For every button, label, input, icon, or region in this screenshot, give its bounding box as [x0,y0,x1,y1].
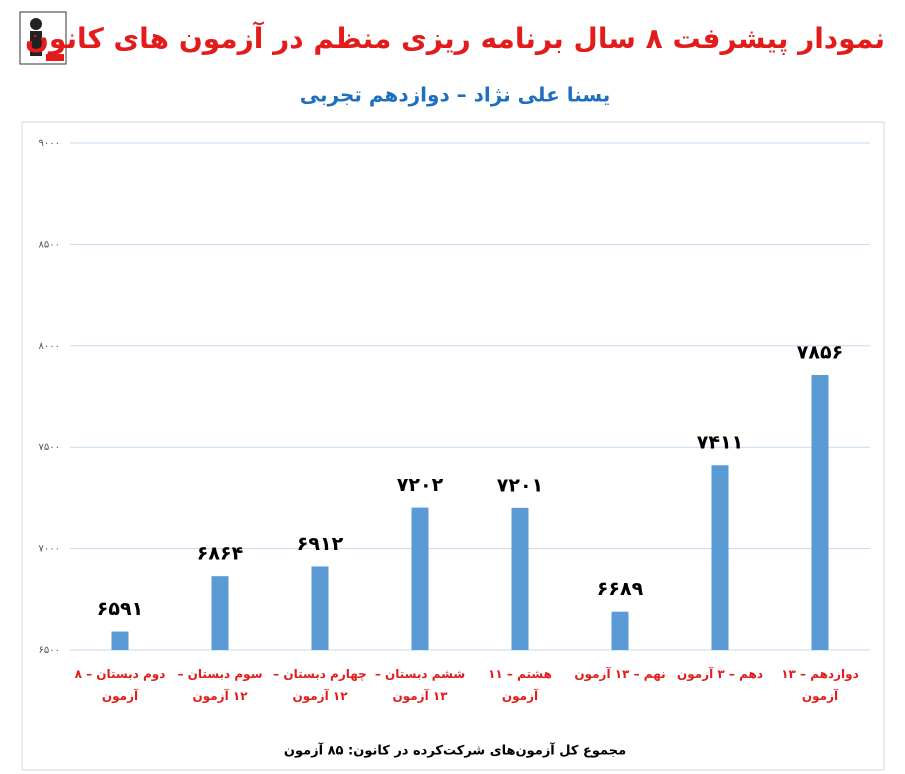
data-label: ۶۸۶۴ [197,543,243,565]
chart-title: نمودار پیشرفت ۸ سال برنامه ریزی منظم در … [25,21,885,55]
bar [711,465,729,650]
data-label: ۷۸۵۶ [797,342,843,364]
x-tick-label: نهم – ۱۳ آزمون [574,667,666,681]
bar [411,507,429,650]
data-label: ۶۵۹۱ [97,598,143,620]
y-tick-label: ۶۵۰۰ [39,645,60,656]
y-tick-label: ۷۵۰۰ [39,442,60,453]
x-tick-label: هشتم – ۱۱ آزمون [488,667,552,703]
logo [19,11,67,65]
note: مجموع کل آزمون‌های شرکت‌کرده در کانون: ۸… [284,742,626,759]
bar [311,566,329,650]
x-tick-label: دهم – ۳ آزمون [677,667,763,681]
bar [611,611,629,650]
data-label: ۷۲۰۱ [497,474,543,496]
x-tick-label: دوازدهم – ۱۳ آزمون [781,667,859,703]
bar [211,576,229,650]
y-tick-label: ۷۰۰۰ [39,544,60,555]
bar [811,375,829,650]
x-tick-label: چهارم دبستان – ۱۲ آزمون [273,667,367,703]
y-tick-label: ۸۵۰۰ [39,239,60,250]
chart-subtitle: یسنا علی نژاد – دوازدهم تجربی [300,83,610,107]
x-tick-label: سوم دبستان – ۱۲ آزمون [177,667,263,703]
y-tick-label: ۹۰۰۰ [39,138,60,149]
data-label: ۶۶۸۹ [597,578,644,600]
bar [511,507,529,650]
y-tick-label: ۸۰۰۰ [39,341,60,352]
chart-frame [21,121,885,771]
data-label: ۷۲۰۲ [397,474,444,496]
x-tick-label: ششم دبستان – ۱۳ آزمون [374,667,466,703]
data-label: ۶۹۱۲ [297,533,344,555]
data-label: ۷۴۱۱ [697,432,743,454]
x-tick-label: دوم دبستان – ۸ آزمون [74,667,166,703]
bar [111,631,129,650]
